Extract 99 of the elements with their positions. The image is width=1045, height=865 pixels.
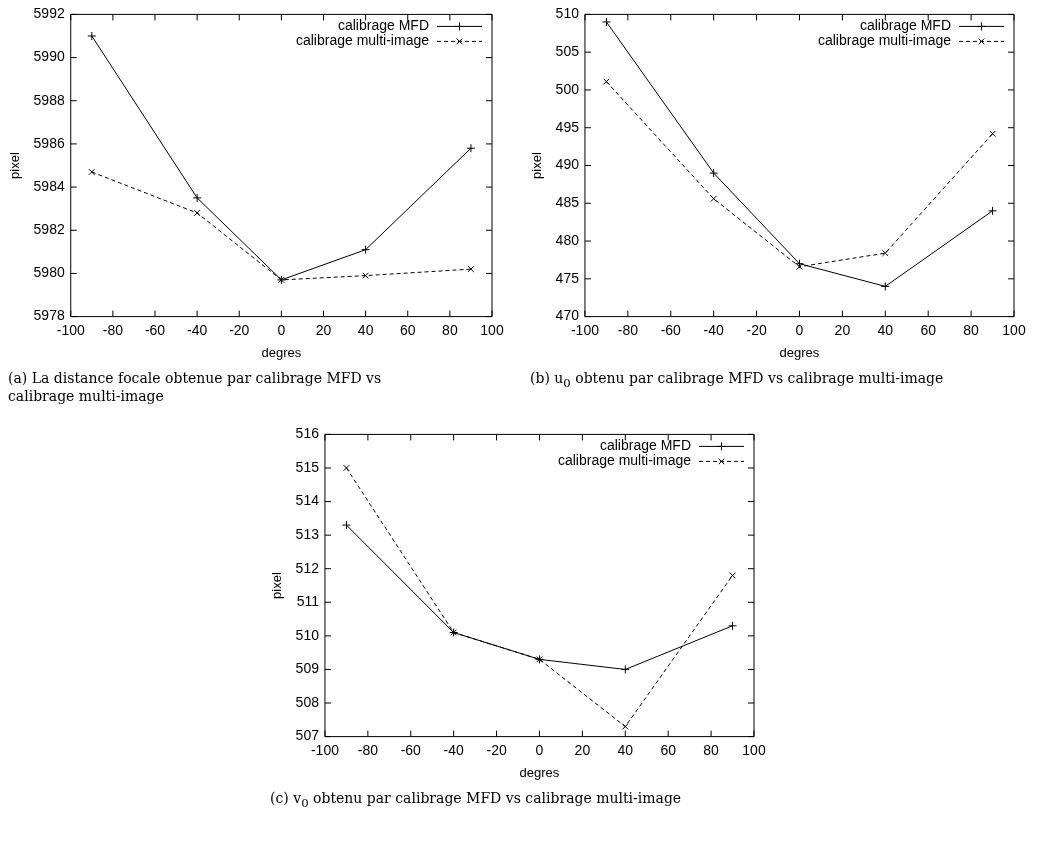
x-tick-label: -100 xyxy=(570,321,600,338)
y-tick-label: 5992 xyxy=(33,5,65,22)
y-axis-title: pixel xyxy=(529,152,545,179)
x-tick-label: -80 xyxy=(102,321,124,338)
point xyxy=(881,249,889,257)
point xyxy=(466,143,476,153)
text: (a) La distance focale obtenue par calibrage MFD vs calibrage multi-image xyxy=(8,369,383,405)
x-tick-label: 80 xyxy=(963,321,980,338)
y-tick-label: 514 xyxy=(295,492,320,509)
x-tick-label: -80 xyxy=(357,741,379,758)
point xyxy=(362,272,369,279)
x-tick-label: -20 xyxy=(746,321,767,338)
x-tick-label: -40 xyxy=(187,321,208,338)
point xyxy=(361,245,371,255)
y-tick-label: 5988 xyxy=(33,91,65,108)
x-tick-label: 20 xyxy=(834,321,851,338)
x-tick-label: -100 xyxy=(310,741,340,758)
x-tick-label: 20 xyxy=(315,321,332,338)
x-tick-label: 100 xyxy=(1002,321,1026,338)
legend-label: calibrage MFD xyxy=(337,17,429,34)
x-tick-label: -60 xyxy=(400,741,422,758)
point xyxy=(988,206,998,216)
point xyxy=(794,259,804,269)
y-tick-label: 5980 xyxy=(33,264,65,281)
legend-label: calibrage MFD xyxy=(599,437,691,454)
y-tick-label: 475 xyxy=(555,269,580,286)
point xyxy=(880,281,890,291)
legend-label: calibrage MFD xyxy=(859,17,951,34)
y-tick-label: 510 xyxy=(295,626,320,643)
point xyxy=(710,195,717,203)
y-tick-label: 490 xyxy=(555,156,580,173)
y-tick-label: 509 xyxy=(295,660,320,677)
y-tick-label: 5986 xyxy=(33,134,65,151)
y-tick-label: 5984 xyxy=(33,177,65,194)
x-tick-label: 80 xyxy=(442,321,458,338)
x-tick-label: -100 xyxy=(56,321,85,338)
point xyxy=(709,168,719,178)
point xyxy=(192,193,202,203)
y-axis-title: pixel xyxy=(269,572,285,599)
point xyxy=(989,130,996,138)
x-tick-label: -40 xyxy=(443,741,464,758)
point xyxy=(87,31,97,41)
x-tick-label: 100 xyxy=(742,741,766,758)
y-tick-label: 500 xyxy=(555,80,580,97)
point xyxy=(620,664,630,674)
text: (b) u$_{0}$ obtenu par calibrage MFD vs calibrage multi-image xyxy=(530,369,945,392)
x-axis-title: degres xyxy=(519,764,560,780)
x-tick-label: -20 xyxy=(486,741,507,758)
point xyxy=(343,464,350,472)
y-axis-title: pixel xyxy=(7,152,23,179)
point xyxy=(603,78,610,85)
x-tick-label: -60 xyxy=(660,321,682,338)
y-tick-label: 512 xyxy=(295,559,320,576)
point xyxy=(341,520,351,530)
x-tick-label: -40 xyxy=(703,321,724,338)
x-tick-label: 60 xyxy=(660,741,677,758)
x-tick-label: -20 xyxy=(229,321,250,338)
legend-label: calibrage multi-image xyxy=(295,32,430,49)
x-tick-label: 60 xyxy=(399,321,416,338)
y-tick-label: 508 xyxy=(295,693,320,710)
y-tick-label: 511 xyxy=(296,593,320,610)
x-tick-label: 20 xyxy=(574,741,591,758)
x-tick-label: 40 xyxy=(877,321,894,338)
x-tick-label: -80 xyxy=(617,321,639,338)
y-tick-label: 470 xyxy=(555,307,580,324)
x-tick-label: 40 xyxy=(617,741,634,758)
y-tick-label: 480 xyxy=(555,231,580,248)
y-tick-label: 507 xyxy=(295,727,320,744)
text: (c) v$_{0}$ obtenu par calibrage MFD vs calibrage multi-image xyxy=(270,789,683,812)
x-tick-label: -60 xyxy=(144,321,166,338)
x-tick-label: 0 xyxy=(535,741,544,758)
point xyxy=(467,265,475,273)
point xyxy=(729,572,736,579)
y-tick-label: 516 xyxy=(295,425,320,442)
y-tick-label: 5990 xyxy=(33,48,65,65)
point xyxy=(621,723,629,730)
x-tick-label: 0 xyxy=(795,321,804,338)
point xyxy=(728,621,738,631)
x-tick-label: 80 xyxy=(703,741,720,758)
y-tick-label: 513 xyxy=(295,525,320,542)
x-tick-label: 0 xyxy=(277,321,286,338)
y-tick-label: 505 xyxy=(555,43,580,60)
point xyxy=(796,263,803,271)
x-tick-label: 100 xyxy=(480,321,504,338)
point xyxy=(601,17,611,27)
y-tick-label: 515 xyxy=(295,458,320,475)
x-tick-label: 40 xyxy=(357,321,374,338)
x-axis-title: degres xyxy=(779,344,820,360)
y-tick-label: 5978 xyxy=(33,307,65,324)
legend-label: calibrage multi-image xyxy=(557,452,692,469)
x-tick-label: 60 xyxy=(920,321,937,338)
y-tick-label: 5982 xyxy=(33,221,65,238)
point xyxy=(193,209,201,217)
legend-label: calibrage multi-image xyxy=(817,32,952,49)
y-tick-label: 495 xyxy=(555,118,580,135)
y-tick-label: 510 xyxy=(555,5,580,22)
x-axis-title: degres xyxy=(261,344,302,360)
y-tick-label: 485 xyxy=(555,194,580,211)
point xyxy=(88,168,96,176)
